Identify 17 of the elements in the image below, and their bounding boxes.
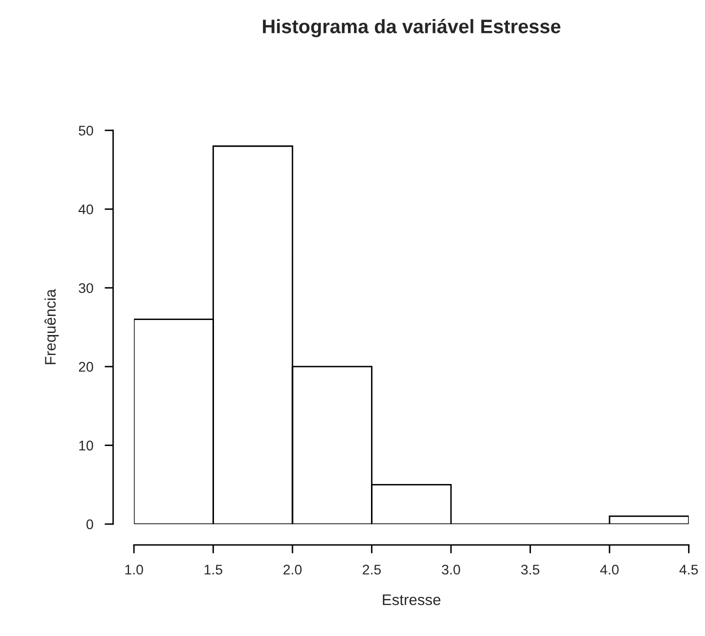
x-tick-label: 2.0 — [284, 564, 302, 575]
x-tick-label: 3.5 — [521, 564, 540, 575]
y-tick-label: 30 — [78, 283, 94, 294]
x-tick-label: 4.5 — [679, 564, 698, 575]
x-tick-label: 3.0 — [442, 564, 460, 575]
x-tick-label: 1.5 — [204, 564, 222, 575]
y-tick-label: 20 — [78, 362, 94, 372]
chart-title: Histograma da variável Estresse — [262, 18, 560, 38]
x-tick-label: 2.5 — [362, 564, 381, 575]
y-tick-label: 40 — [78, 204, 94, 214]
x-tick-label: 1.0 — [125, 564, 144, 575]
y-tick-label: 50 — [78, 126, 94, 136]
y-tick-label: 0 — [86, 519, 94, 530]
y-axis-title: Frequência — [44, 289, 59, 364]
x-axis-title: Estresse — [382, 594, 440, 606]
x-tick-label: 4.0 — [600, 564, 619, 575]
y-tick-label: 10 — [79, 440, 94, 450]
